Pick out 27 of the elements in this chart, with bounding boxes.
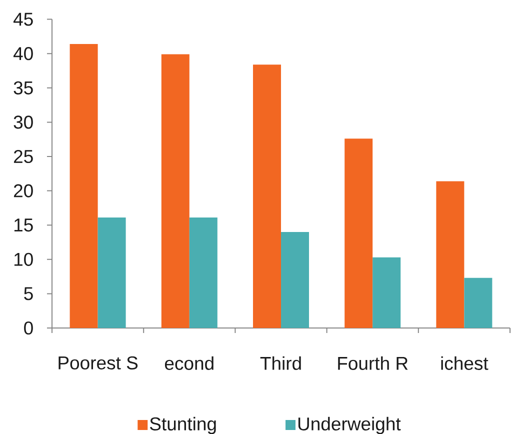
bar — [161, 54, 190, 328]
bar — [253, 64, 281, 328]
y-tick-label: 45 — [13, 12, 33, 26]
y-tick-label: 30 — [14, 116, 33, 129]
legend-label: Stunting — [150, 416, 216, 434]
x-tick-label: Fourth R — [338, 356, 408, 370]
bar — [464, 278, 492, 328]
x-tick-label: ichest — [441, 356, 488, 370]
y-tick-label: 5 — [24, 287, 33, 300]
y-tick-label: 25 — [14, 150, 33, 164]
bar — [372, 257, 401, 328]
y-tick-label: 15 — [14, 218, 33, 232]
y-tick-label: 20 — [14, 184, 33, 198]
y-tick-label: 0 — [24, 321, 33, 335]
bar — [344, 138, 373, 328]
y-tick-label: 35 — [14, 81, 33, 94]
x-tick-label: econd — [164, 356, 214, 370]
bar — [281, 232, 309, 328]
y-tick-label: 10 — [14, 252, 33, 266]
bar — [70, 44, 98, 328]
bar — [436, 181, 464, 328]
x-tick-label: Poorest S — [58, 356, 138, 370]
bar — [189, 218, 218, 328]
x-tick-label: Third — [260, 356, 301, 370]
y-tick-label: 40 — [13, 47, 33, 60]
bar — [98, 218, 126, 328]
legend-label: Underweight — [298, 416, 401, 434]
